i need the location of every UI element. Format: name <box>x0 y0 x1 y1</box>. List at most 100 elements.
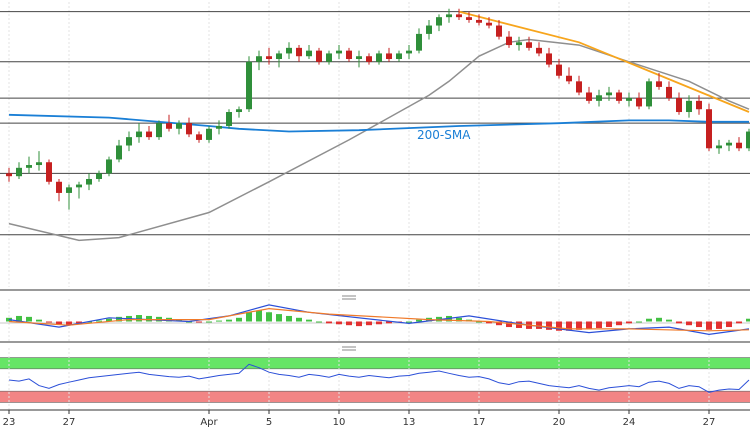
macd-bar <box>146 315 152 322</box>
macd-bar <box>326 321 332 324</box>
macd-bar <box>56 321 62 325</box>
price-panel: 200-SMA <box>0 2 750 287</box>
candle <box>736 137 742 152</box>
candle <box>636 92 642 110</box>
macd-bar <box>686 321 692 326</box>
candle <box>176 120 182 135</box>
macd-bar <box>406 321 412 323</box>
macd-bar <box>606 321 612 328</box>
macd-bar <box>646 318 652 322</box>
candle <box>466 11 472 23</box>
macd-bar <box>336 321 342 325</box>
candle <box>676 92 682 115</box>
macd-bar <box>366 321 372 326</box>
x-tick-label: 27 <box>63 417 76 428</box>
macd-bar <box>376 321 382 325</box>
candle <box>276 50 282 68</box>
macd-bar <box>616 321 622 326</box>
candle <box>626 92 632 107</box>
macd-bar <box>96 320 102 322</box>
candle <box>366 53 372 65</box>
macd-bar <box>726 321 732 328</box>
candlesticks <box>6 8 750 210</box>
candle <box>426 19 432 40</box>
macd-bar <box>486 321 492 324</box>
candle <box>196 131 202 143</box>
candle <box>146 125 152 140</box>
candle <box>476 14 482 26</box>
candle <box>506 31 512 48</box>
candle <box>386 47 392 62</box>
macd-panel <box>0 299 750 342</box>
candle <box>126 131 132 152</box>
candle <box>746 128 750 152</box>
candle <box>486 17 492 29</box>
candle <box>136 123 142 143</box>
macd-bar <box>586 321 592 329</box>
macd-bar <box>416 319 422 322</box>
candle <box>726 139 732 152</box>
macd-bar <box>46 321 52 323</box>
macd-bar <box>546 321 552 330</box>
candle <box>516 36 522 51</box>
x-axis: 23 27 Apr 5 10 13 17 20 24 27 <box>3 410 715 428</box>
candle <box>46 159 52 185</box>
candle <box>346 47 352 62</box>
sma-200-line <box>8 113 749 133</box>
x-tick-label: 23 <box>3 417 16 428</box>
divider-handle[interactable] <box>342 346 356 351</box>
candle <box>186 117 192 138</box>
macd-bar <box>216 320 222 322</box>
macd-bar <box>386 321 392 324</box>
candle <box>316 47 322 65</box>
candle <box>76 181 82 199</box>
candle <box>686 95 692 118</box>
macd-bar <box>246 312 252 322</box>
macd-bar <box>16 315 22 322</box>
candle <box>376 50 382 65</box>
candle <box>586 86 592 104</box>
macd-bar <box>76 321 82 324</box>
macd-bar <box>196 321 202 323</box>
macd-bar <box>296 317 302 322</box>
divider-handle[interactable] <box>342 295 356 300</box>
x-tick-label: 13 <box>403 417 416 428</box>
candle <box>596 89 602 107</box>
x-tick-label: 10 <box>333 417 346 428</box>
candle <box>666 81 672 101</box>
candle <box>716 139 722 154</box>
macd-bar <box>286 315 292 322</box>
macd-bar <box>626 321 632 324</box>
candle <box>106 156 112 177</box>
sma-200-label: 200-SMA <box>417 128 471 142</box>
candle <box>86 173 92 191</box>
candle <box>436 14 442 32</box>
candle <box>546 47 552 68</box>
candle <box>156 120 162 140</box>
candle <box>496 19 502 40</box>
candle <box>306 45 312 60</box>
macd-bar <box>696 321 702 328</box>
candle <box>606 86 612 101</box>
macd-bar <box>506 321 512 328</box>
macd-bar <box>636 321 642 323</box>
candle <box>6 167 12 182</box>
candle <box>56 178 62 202</box>
signal-line <box>8 307 750 332</box>
candle <box>706 103 712 152</box>
candle <box>16 162 22 179</box>
macd-bar <box>706 321 712 330</box>
macd-bar <box>666 319 672 322</box>
macd-bar <box>36 319 42 322</box>
candle <box>166 114 172 132</box>
macd-bar <box>596 321 602 328</box>
candle <box>26 156 32 174</box>
macd-bar <box>136 315 142 322</box>
candle <box>446 8 452 23</box>
candle <box>96 170 102 182</box>
x-tick-label: 20 <box>553 417 566 428</box>
rsi-panel <box>0 348 750 410</box>
sma-slow-line <box>8 38 750 242</box>
candle <box>246 56 252 113</box>
macd-bar <box>556 321 562 331</box>
